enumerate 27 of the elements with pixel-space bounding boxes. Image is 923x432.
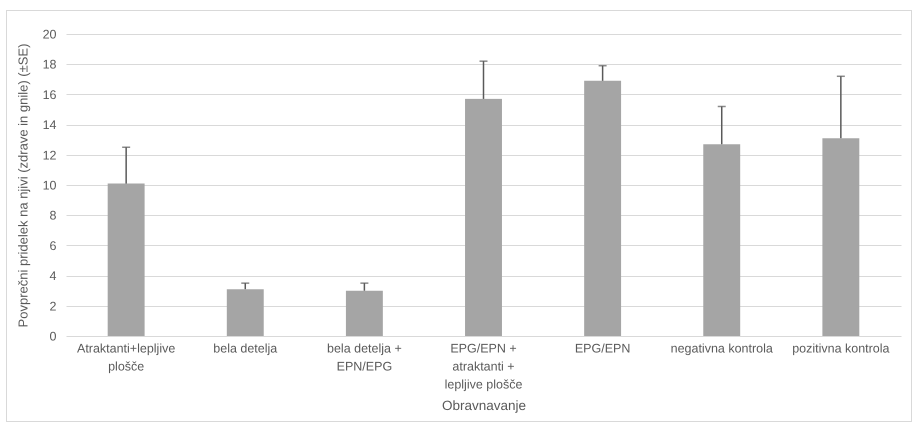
y-tick-label: 4 bbox=[50, 269, 57, 284]
bar bbox=[346, 290, 383, 336]
x-tick-label: pozitivna kontrola bbox=[792, 342, 890, 356]
bar bbox=[822, 138, 860, 336]
x-tick-label: bela detelja + EPN/EPG bbox=[327, 342, 402, 374]
y-tick-label: 10 bbox=[42, 178, 57, 192]
bar bbox=[226, 289, 264, 336]
y-tick-label: 2 bbox=[50, 299, 57, 314]
y-tick-label: 16 bbox=[42, 88, 57, 102]
y-tick-label: 6 bbox=[50, 238, 57, 253]
bar bbox=[108, 183, 145, 336]
bar bbox=[703, 144, 740, 336]
bar bbox=[584, 80, 622, 336]
y-tick-label: 14 bbox=[42, 118, 57, 132]
x-tick-label: bela detelja bbox=[213, 342, 278, 356]
x-tick-label: EPG/EPN + atraktanti + lepljive plošče bbox=[444, 342, 522, 392]
y-tick-label: 12 bbox=[42, 148, 57, 162]
y-tick-label: 20 bbox=[42, 28, 57, 42]
y-tick-label: 8 bbox=[50, 208, 57, 223]
y-tick-label: 0 bbox=[50, 330, 57, 344]
x-tick-label: EPG/EPN bbox=[574, 342, 630, 356]
x-tick-label: Atraktanti+lepljive plošče bbox=[76, 342, 176, 374]
y-tick-label: 18 bbox=[42, 58, 57, 72]
x-axis-title: Obravnavanje bbox=[442, 398, 526, 413]
bar bbox=[465, 98, 502, 336]
y-axis-title: Povprečni pridelek na njivi (zdrave in gnile) (±SE) bbox=[16, 44, 31, 328]
x-tick-label: negativna kontrola bbox=[670, 342, 773, 356]
